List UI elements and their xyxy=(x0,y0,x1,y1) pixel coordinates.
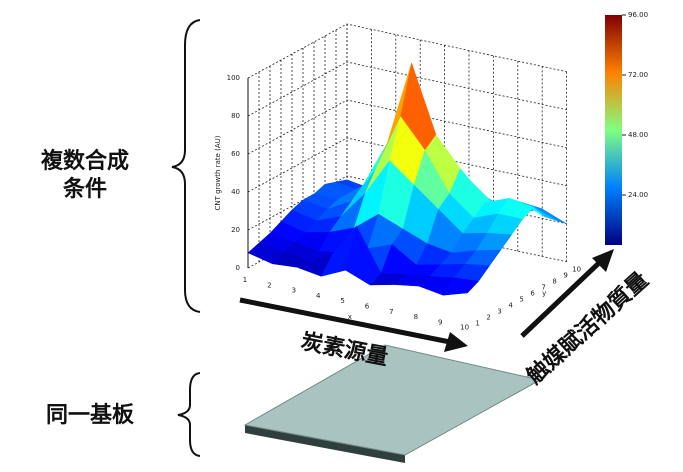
x-tick-label: 10 xyxy=(460,324,469,332)
arrow xyxy=(520,260,602,338)
label: 条件 xyxy=(62,176,107,202)
colorbar-label: 24.00 xyxy=(628,191,648,199)
y-tick-label: 8 xyxy=(552,278,556,286)
brace xyxy=(171,19,201,313)
y-tick-label: 6 xyxy=(530,290,535,298)
y-tick-label: 4 xyxy=(508,302,513,310)
z-tick-label: 40 xyxy=(231,188,240,196)
z-tick-label: 60 xyxy=(231,150,240,158)
grid-line xyxy=(247,23,567,79)
label: 炭素源量 xyxy=(299,328,390,370)
axis-label: CNT growth rate (AU) xyxy=(214,135,222,210)
arrow xyxy=(239,297,451,345)
x-tick-label: 9 xyxy=(438,318,442,326)
brace xyxy=(177,372,201,457)
colorbar-label: 96.00 xyxy=(628,11,648,19)
colorbar-label: 72.00 xyxy=(628,71,648,79)
surface-patch xyxy=(531,205,567,224)
y-tick-label: 3 xyxy=(497,308,501,316)
x-tick-label: 7 xyxy=(389,308,393,316)
colorbar xyxy=(605,15,622,245)
label: 複数合成 xyxy=(41,148,129,174)
y-tick-label: 5 xyxy=(519,296,523,304)
x-tick-label: 1 xyxy=(243,276,247,284)
y-tick-label: 9 xyxy=(563,272,567,280)
x-tick-label: 8 xyxy=(414,313,418,321)
y-tick-label: 7 xyxy=(541,284,545,292)
y-tick-label: 10 xyxy=(572,266,581,274)
x-tick-label: 3 xyxy=(292,287,296,295)
x-tick-label: 6 xyxy=(365,303,370,311)
label: 同一基板 xyxy=(46,403,135,428)
z-tick-label: 100 xyxy=(227,74,240,82)
z-tick-label: 0 xyxy=(236,264,240,272)
y-tick-label: 2 xyxy=(486,314,490,322)
z-tick-label: 80 xyxy=(231,112,240,120)
arrowhead xyxy=(444,332,468,352)
z-tick-label: 20 xyxy=(231,226,240,234)
x-tick-label: 4 xyxy=(316,292,321,300)
axis-label: x xyxy=(348,313,352,321)
axis-label: y xyxy=(542,290,546,298)
arrowhead xyxy=(592,249,614,272)
x-tick-label: 2 xyxy=(267,281,271,289)
y-tick-label: 1 xyxy=(475,320,479,328)
x-tick-label: 5 xyxy=(340,297,344,305)
surface-patch xyxy=(442,277,480,296)
colorbar-label: 48.00 xyxy=(628,131,648,139)
substrate xyxy=(243,344,542,456)
